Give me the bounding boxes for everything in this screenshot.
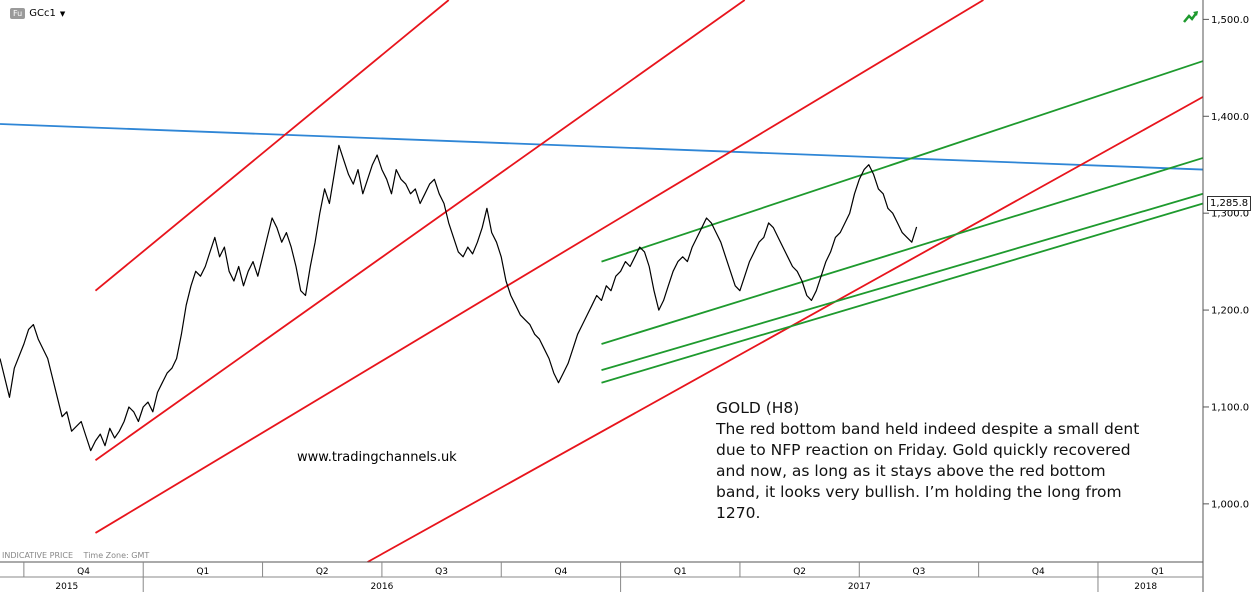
x-quarter-label: Q4 (555, 567, 568, 577)
y-tick-label: 1,200.0 (1211, 306, 1249, 317)
trendline-red-upper-mid (94, 0, 746, 461)
x-quarter-label: Q3 (435, 567, 448, 577)
trendline-blue-resistance (0, 123, 1204, 171)
x-quarter-label: Q1 (1151, 567, 1164, 577)
symbol-label[interactable]: GCc1 (29, 8, 56, 19)
x-axis: Q4 Q1 Q2 Q3 Q4 Q1 Q2 Q3 Q4 Q1 2015 2016 2017 2018 (23, 562, 1164, 592)
trendline-red-bottom (367, 96, 1204, 563)
x-year-label: 2015 (55, 582, 78, 592)
x-quarter-label: Q4 (1032, 567, 1045, 577)
price-series-line (0, 144, 918, 452)
y-tick-label: 1,400.0 (1211, 112, 1249, 123)
trendline-red-upper (94, 0, 450, 292)
x-quarter-label: Q2 (316, 567, 329, 577)
y-tick-label: 1,100.0 (1211, 402, 1249, 413)
timezone-label: Time Zone: GMT (83, 551, 150, 560)
x-year-label: 2016 (370, 582, 393, 592)
annotation-title: GOLD (H8) (716, 399, 800, 417)
caret-down-icon[interactable]: ▼ (59, 9, 66, 18)
instrument-toolbar[interactable]: Fu GCc1 ▼ (10, 8, 65, 19)
x-year-label: 2018 (1134, 582, 1157, 592)
y-tick-label: 1,500.0 (1211, 15, 1249, 26)
footer-note: INDICATIVE PRICE Time Zone: GMT (2, 551, 157, 560)
indicative-price-label: INDICATIVE PRICE (2, 551, 73, 560)
x-quarter-label: Q3 (913, 567, 926, 577)
price-layer (0, 144, 918, 452)
annotation-body: The red bottom band held indeed despite … (716, 420, 1140, 522)
trendline-green-mid (601, 157, 1204, 345)
last-price-label: 1,285.8 (1207, 196, 1252, 211)
y-tick-label: 1,000.0 (1211, 499, 1249, 510)
plot-area (0, 0, 1203, 562)
x-year-label: 2017 (848, 582, 871, 592)
analysis-annotation: GOLD (H8) The red bottom band held indee… (716, 398, 1146, 524)
bullish-arrow-icon (1183, 11, 1199, 23)
watermark: www.tradingchannels.uk (297, 450, 457, 465)
x-quarter-label: Q1 (674, 567, 687, 577)
y-axis: 1,000.0 1,100.0 1,200.0 1,300.0 1,400.0 1,500… (1203, 15, 1249, 510)
trendline-red-lower-mid (95, 0, 984, 534)
x-quarter-label: Q2 (793, 567, 806, 577)
x-quarter-label: Q4 (77, 567, 90, 577)
trendline-green-lower-1 (601, 192, 1204, 372)
trendline-green-lower-2 (601, 202, 1204, 384)
x-quarter-label: Q1 (196, 567, 209, 577)
y-tick-label: 1,300.0 (1211, 209, 1249, 220)
trendline-layer (0, 0, 1204, 563)
futures-badge: Fu (10, 8, 26, 19)
